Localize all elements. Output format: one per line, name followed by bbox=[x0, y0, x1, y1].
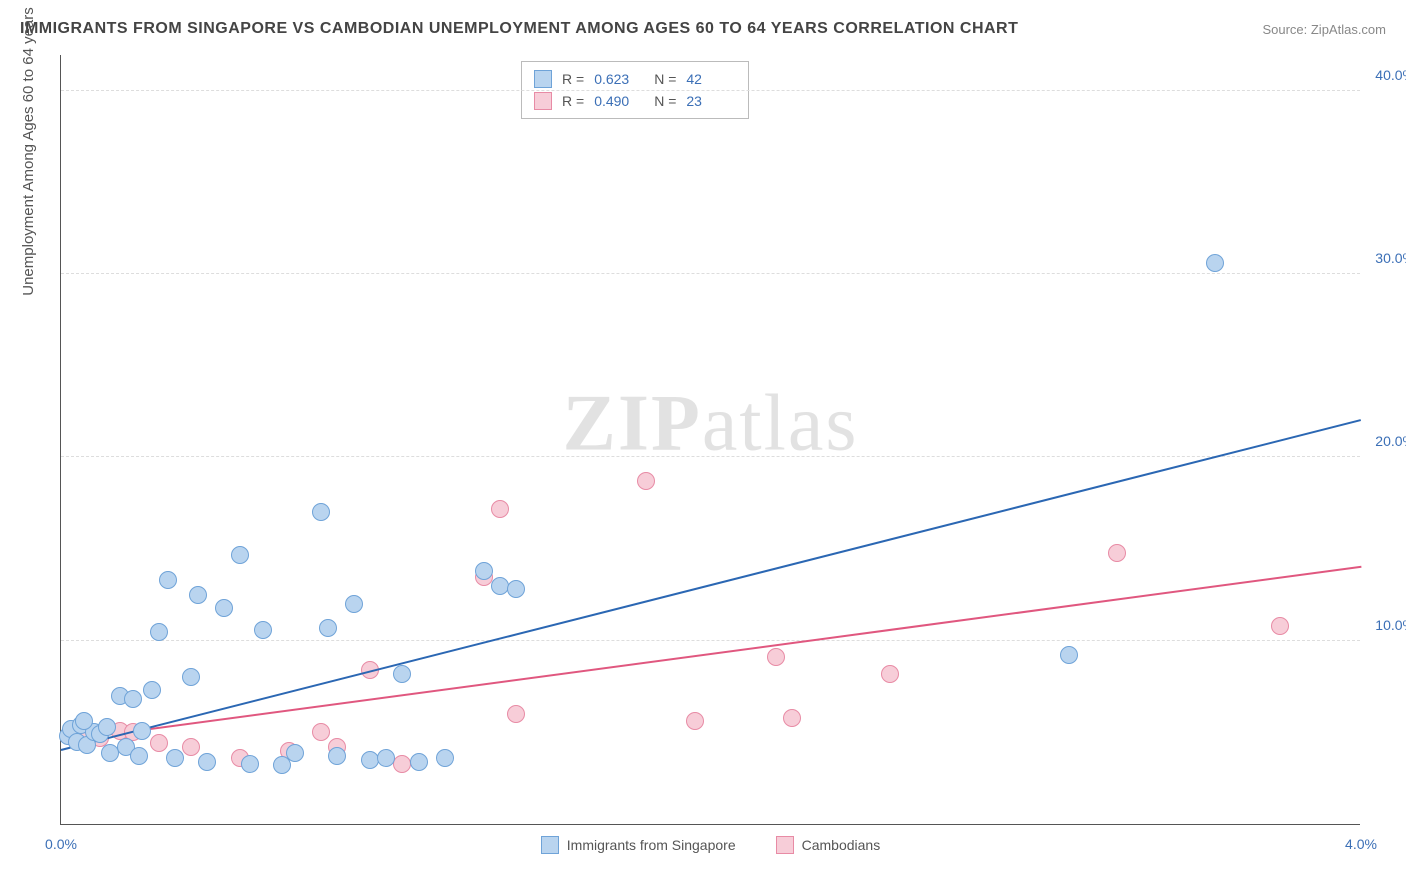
data-point bbox=[637, 472, 655, 490]
data-point bbox=[182, 738, 200, 756]
data-point bbox=[133, 722, 151, 740]
legend-r-label: R = bbox=[562, 68, 584, 90]
data-point bbox=[1206, 254, 1224, 272]
trend-line bbox=[61, 419, 1361, 751]
y-tick-label: 30.0% bbox=[1375, 250, 1406, 266]
data-point bbox=[166, 749, 184, 767]
data-point bbox=[881, 665, 899, 683]
legend-row: R = 0.623 N = 42 bbox=[534, 68, 736, 90]
data-point bbox=[783, 709, 801, 727]
data-point bbox=[98, 718, 116, 736]
chart-title: IMMIGRANTS FROM SINGAPORE VS CAMBODIAN U… bbox=[20, 20, 1018, 38]
gridline bbox=[61, 273, 1360, 274]
data-point bbox=[254, 621, 272, 639]
data-point bbox=[182, 668, 200, 686]
gridline bbox=[61, 640, 1360, 641]
legend-series: Immigrants from Singapore Cambodians bbox=[61, 836, 1360, 854]
data-point bbox=[231, 546, 249, 564]
legend-n-value-2: 23 bbox=[686, 90, 736, 112]
legend-n-value-1: 42 bbox=[686, 68, 736, 90]
data-point bbox=[215, 599, 233, 617]
y-tick-label: 10.0% bbox=[1375, 617, 1406, 633]
data-point bbox=[491, 577, 509, 595]
data-point bbox=[393, 755, 411, 773]
data-point bbox=[507, 580, 525, 598]
legend-r-value-1: 0.623 bbox=[594, 68, 644, 90]
gridline bbox=[61, 90, 1360, 91]
data-point bbox=[124, 690, 142, 708]
legend-swatch-series2 bbox=[776, 836, 794, 854]
data-point bbox=[1060, 646, 1078, 664]
data-point bbox=[410, 753, 428, 771]
data-point bbox=[189, 586, 207, 604]
source-label: Source: bbox=[1262, 22, 1310, 37]
data-point bbox=[319, 619, 337, 637]
data-point bbox=[130, 747, 148, 765]
data-point bbox=[491, 500, 509, 518]
data-point bbox=[286, 744, 304, 762]
data-point bbox=[377, 749, 395, 767]
legend-n-label: N = bbox=[654, 90, 676, 112]
data-point bbox=[241, 755, 259, 773]
y-tick-label: 40.0% bbox=[1375, 67, 1406, 83]
data-point bbox=[312, 723, 330, 741]
data-point bbox=[507, 705, 525, 723]
data-point bbox=[143, 681, 161, 699]
data-point bbox=[150, 623, 168, 641]
data-point bbox=[686, 712, 704, 730]
legend-row: R = 0.490 N = 23 bbox=[534, 90, 736, 112]
legend-r-label: R = bbox=[562, 90, 584, 112]
plot-area: ZIPatlas R = 0.623 N = 42 R = 0.490 N = … bbox=[60, 55, 1360, 825]
legend-swatch-series1 bbox=[534, 70, 552, 88]
legend-item: Immigrants from Singapore bbox=[541, 836, 736, 854]
trend-line bbox=[61, 565, 1361, 741]
source-value: ZipAtlas.com bbox=[1311, 22, 1386, 37]
y-tick-label: 20.0% bbox=[1375, 433, 1406, 449]
data-point bbox=[75, 712, 93, 730]
data-point bbox=[361, 751, 379, 769]
legend-n-label: N = bbox=[654, 68, 676, 90]
data-point bbox=[159, 571, 177, 589]
gridline bbox=[61, 456, 1360, 457]
data-point bbox=[393, 665, 411, 683]
x-tick-label: 0.0% bbox=[45, 836, 77, 852]
data-point bbox=[475, 562, 493, 580]
legend-item: Cambodians bbox=[776, 836, 881, 854]
x-tick-label: 4.0% bbox=[1345, 836, 1377, 852]
source-attribution: Source: ZipAtlas.com bbox=[1262, 22, 1386, 37]
data-point bbox=[1271, 617, 1289, 635]
chart-container: IMMIGRANTS FROM SINGAPORE VS CAMBODIAN U… bbox=[0, 0, 1406, 892]
data-point bbox=[328, 747, 346, 765]
legend-swatch-series2 bbox=[534, 92, 552, 110]
data-point bbox=[312, 503, 330, 521]
data-point bbox=[345, 595, 363, 613]
data-point bbox=[436, 749, 454, 767]
legend-series-label-1: Immigrants from Singapore bbox=[567, 837, 736, 853]
data-point bbox=[198, 753, 216, 771]
data-point bbox=[1108, 544, 1126, 562]
legend-swatch-series1 bbox=[541, 836, 559, 854]
legend-r-value-2: 0.490 bbox=[594, 90, 644, 112]
y-axis-title: Unemployment Among Ages 60 to 64 years bbox=[20, 7, 37, 296]
data-point bbox=[767, 648, 785, 666]
legend-series-label-2: Cambodians bbox=[802, 837, 881, 853]
data-point bbox=[150, 734, 168, 752]
